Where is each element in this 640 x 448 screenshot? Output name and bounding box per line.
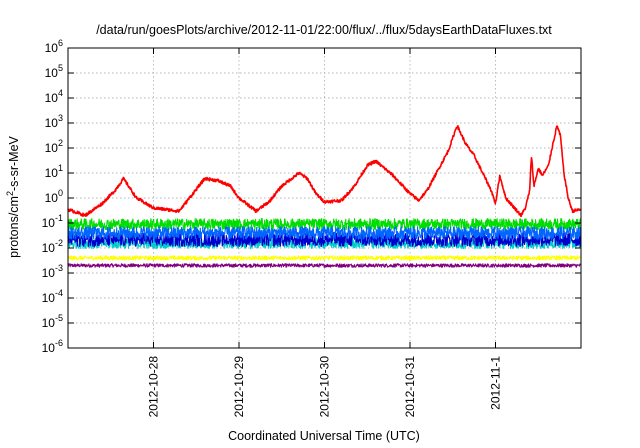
x-axis-ticks: 2012-10-28 2012-10-29 2012-10-30 2012-10-31… [147,48,503,417]
series-line-3 [67,218,582,231]
series-line-5 [67,226,582,240]
series-line-2 [67,238,582,250]
series-layer [67,125,582,268]
y-axis-label-suffix: -s-sr-MeV [7,135,21,191]
y-axis-label-prefix: protons/cm [7,196,21,258]
y-axis-ticks: 10-6 10-5 10-4 10-3 10-2 10-1 100 101 102 103 104 1… [42,38,581,355]
x-tick-label: 2012-10-29 [232,356,246,418]
y-tick-label: 10-2 [42,238,63,255]
x-axis-label: Coordinated Universal Time (UTC) [228,429,420,443]
x-tick-label: 2012-10-28 [147,356,161,418]
y-tick-label: 105 [45,63,63,80]
series-line-6 [67,125,582,218]
y-tick-label: 106 [45,38,63,55]
y-tick-label: 101 [45,163,63,180]
y-tick-label: 103 [45,113,63,130]
series-line-1 [67,255,582,261]
x-tick-label: 2012-10-31 [403,356,417,418]
y-tick-label: 102 [45,138,63,155]
x-tick-label: 2012-10-30 [318,356,332,418]
y-tick-label: 100 [45,188,63,205]
grid [68,48,581,348]
y-tick-label: 10-5 [42,313,63,330]
series-line-0 [67,263,582,268]
y-tick-label: 104 [45,88,63,105]
y-tick-label: 10-6 [42,338,63,355]
y-tick-label: 10-3 [42,263,63,280]
y-axis-label: protons/cm2-s-sr-MeV [5,135,21,257]
x-tick-label: 2012-11-1 [489,356,503,410]
y-tick-label: 10-1 [42,213,63,230]
chart-title: /data/run/goesPlots/archive/2012-11-01/2… [96,23,552,37]
y-axis-label-sup: 2 [5,191,15,196]
y-tick-label: 10-4 [42,288,63,305]
